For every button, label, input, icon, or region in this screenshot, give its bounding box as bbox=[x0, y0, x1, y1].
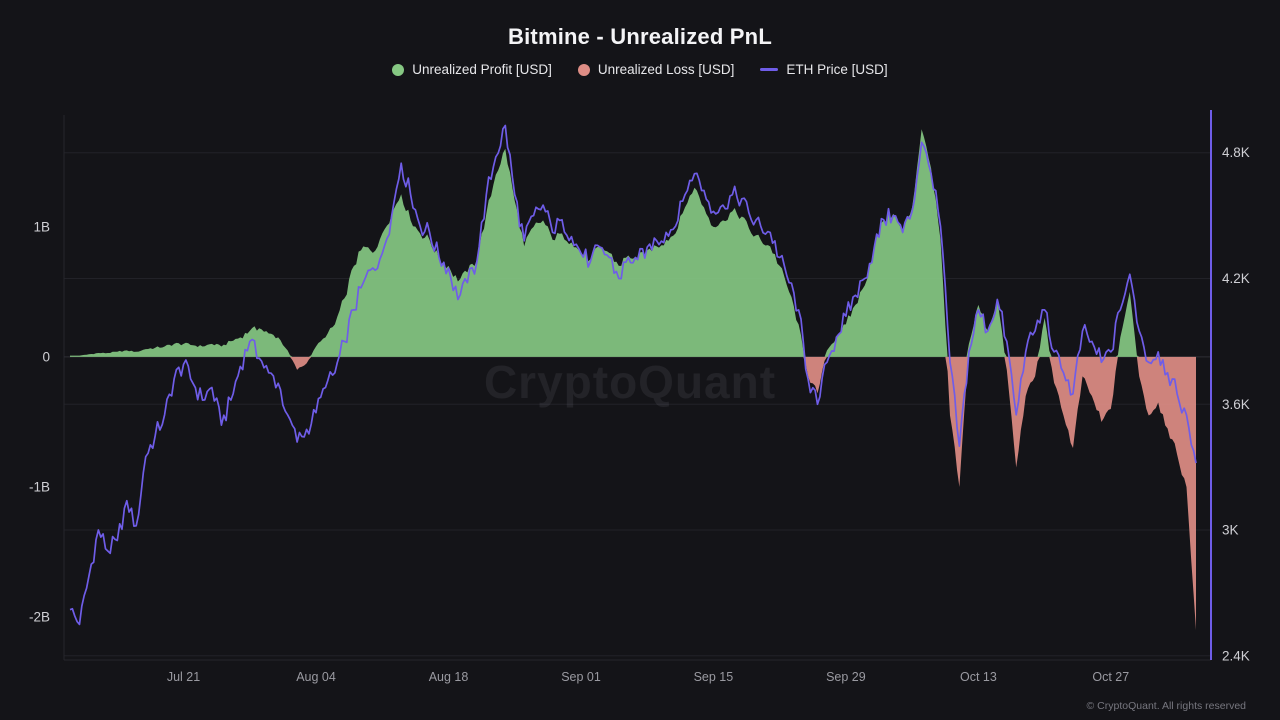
loss-marker-icon bbox=[577, 63, 590, 76]
legend-label-loss: Unrealized Loss [USD] bbox=[597, 62, 735, 77]
copyright-text: © CryptoQuant. All rights reserved bbox=[1086, 700, 1246, 712]
left-axis-tick-label: -2B bbox=[29, 610, 50, 625]
left-axis-tick-label: 0 bbox=[42, 349, 50, 364]
profit-marker-icon bbox=[392, 63, 405, 76]
right-axis-tick-label: 3K bbox=[1222, 523, 1239, 538]
x-axis-tick-label: Sep 29 bbox=[826, 670, 866, 684]
eth-price-marker-icon bbox=[760, 68, 779, 71]
x-axis-tick-label: Aug 18 bbox=[429, 670, 469, 684]
eth-price-line bbox=[69, 124, 1197, 626]
x-axis-tick-label: Oct 27 bbox=[1092, 670, 1129, 684]
left-axis-tick-label: -1B bbox=[29, 480, 50, 495]
legend-item-unrealized-loss[interactable]: Unrealized Loss [USD] bbox=[577, 62, 735, 77]
legend-label-profit: Unrealized Profit [USD] bbox=[412, 62, 552, 77]
legend-item-unrealized-profit[interactable]: Unrealized Profit [USD] bbox=[392, 62, 552, 77]
unrealized-loss-area bbox=[70, 356, 1196, 631]
legend-label-eth-price: ETH Price [USD] bbox=[786, 62, 888, 77]
x-axis-tick-label: Sep 01 bbox=[561, 670, 601, 684]
x-axis-tick-label: Oct 13 bbox=[960, 670, 997, 684]
x-axis-tick-label: Sep 15 bbox=[694, 670, 734, 684]
legend: Unrealized Profit [USD] Unrealized Loss … bbox=[0, 62, 1280, 77]
right-axis-tick-label: 4.8K bbox=[1222, 145, 1250, 160]
right-axis-tick-label: 4.2K bbox=[1222, 271, 1250, 286]
legend-item-eth-price[interactable]: ETH Price [USD] bbox=[760, 62, 888, 77]
page-title: Bitmine - Unrealized PnL bbox=[508, 24, 772, 49]
x-axis-tick-label: Aug 04 bbox=[296, 670, 336, 684]
right-axis-tick-label: 3.6K bbox=[1222, 397, 1250, 412]
right-axis-tick-label: 2.4K bbox=[1222, 648, 1250, 663]
unrealized-profit-area bbox=[70, 129, 1196, 357]
left-axis-tick-label: 1B bbox=[33, 219, 50, 234]
x-axis-tick-label: Jul 21 bbox=[167, 670, 200, 684]
